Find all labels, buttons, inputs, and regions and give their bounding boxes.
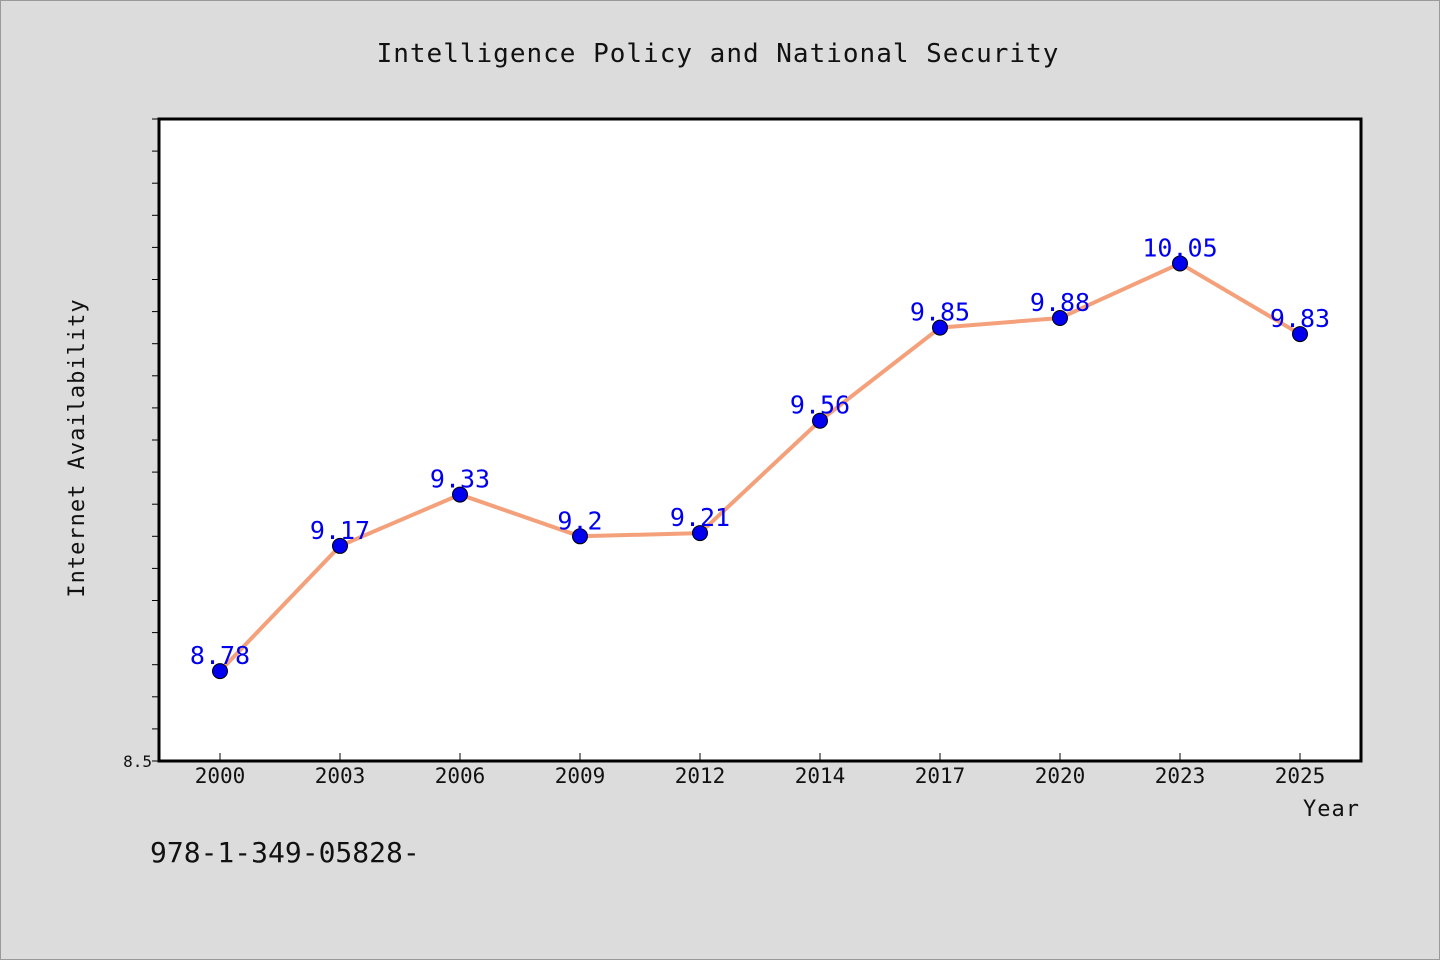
y-axis-label: Internet Availability	[65, 298, 90, 597]
isbn-caption: 978-1-349-05828-	[150, 836, 420, 869]
data-label: 8.78	[190, 641, 250, 670]
x-axis-label: Year	[1303, 797, 1360, 822]
data-label: 9.2	[557, 506, 602, 535]
data-label: 9.83	[1270, 304, 1330, 333]
data-label: 9.85	[910, 298, 970, 327]
data-point	[812, 412, 828, 429]
data-label: 9.88	[1030, 288, 1090, 317]
series-line	[218, 261, 1302, 674]
x-tick-label: 2003	[315, 764, 366, 788]
y-tick-label: 8.5	[123, 752, 152, 771]
x-tick-label: 2006	[435, 764, 486, 788]
data-label: 9.21	[670, 503, 730, 532]
data-label: 9.17	[310, 516, 370, 545]
x-tick-label: 2020	[1035, 764, 1086, 788]
x-tick-label: 2025	[1275, 764, 1326, 788]
data-point	[692, 525, 708, 542]
data-point	[1172, 255, 1188, 272]
x-tick-label: 2014	[795, 764, 846, 788]
x-tick-label: 2023	[1155, 764, 1206, 788]
x-tick-label: 2009	[555, 764, 606, 788]
data-label: 10.05	[1142, 233, 1217, 262]
plot-area	[157, 117, 1363, 763]
chart-title: Intelligence Policy and National Securit…	[377, 39, 1060, 69]
data-label: 9.33	[430, 465, 490, 494]
data-point	[332, 537, 348, 554]
data-label: 9.56	[790, 391, 850, 420]
y-axis-ticks	[152, 118, 159, 762]
data-point	[452, 486, 468, 503]
data-point	[212, 663, 228, 680]
x-axis-ticks: 2000 2003 2006 2009 2012 2014 2017 2020 2023 2025	[195, 753, 1326, 788]
series-layer: 8.78 9.17 9.33 9.2 9.21 9.56 9.85 9.88 10.05 9.83	[190, 233, 1330, 680]
data-point	[1292, 326, 1308, 343]
data-point	[572, 528, 588, 545]
x-tick-label: 2012	[675, 764, 726, 788]
data-point	[1052, 310, 1068, 327]
x-tick-label: 2000	[195, 764, 246, 788]
x-tick-label: 2017	[915, 764, 966, 788]
data-point	[932, 319, 948, 336]
